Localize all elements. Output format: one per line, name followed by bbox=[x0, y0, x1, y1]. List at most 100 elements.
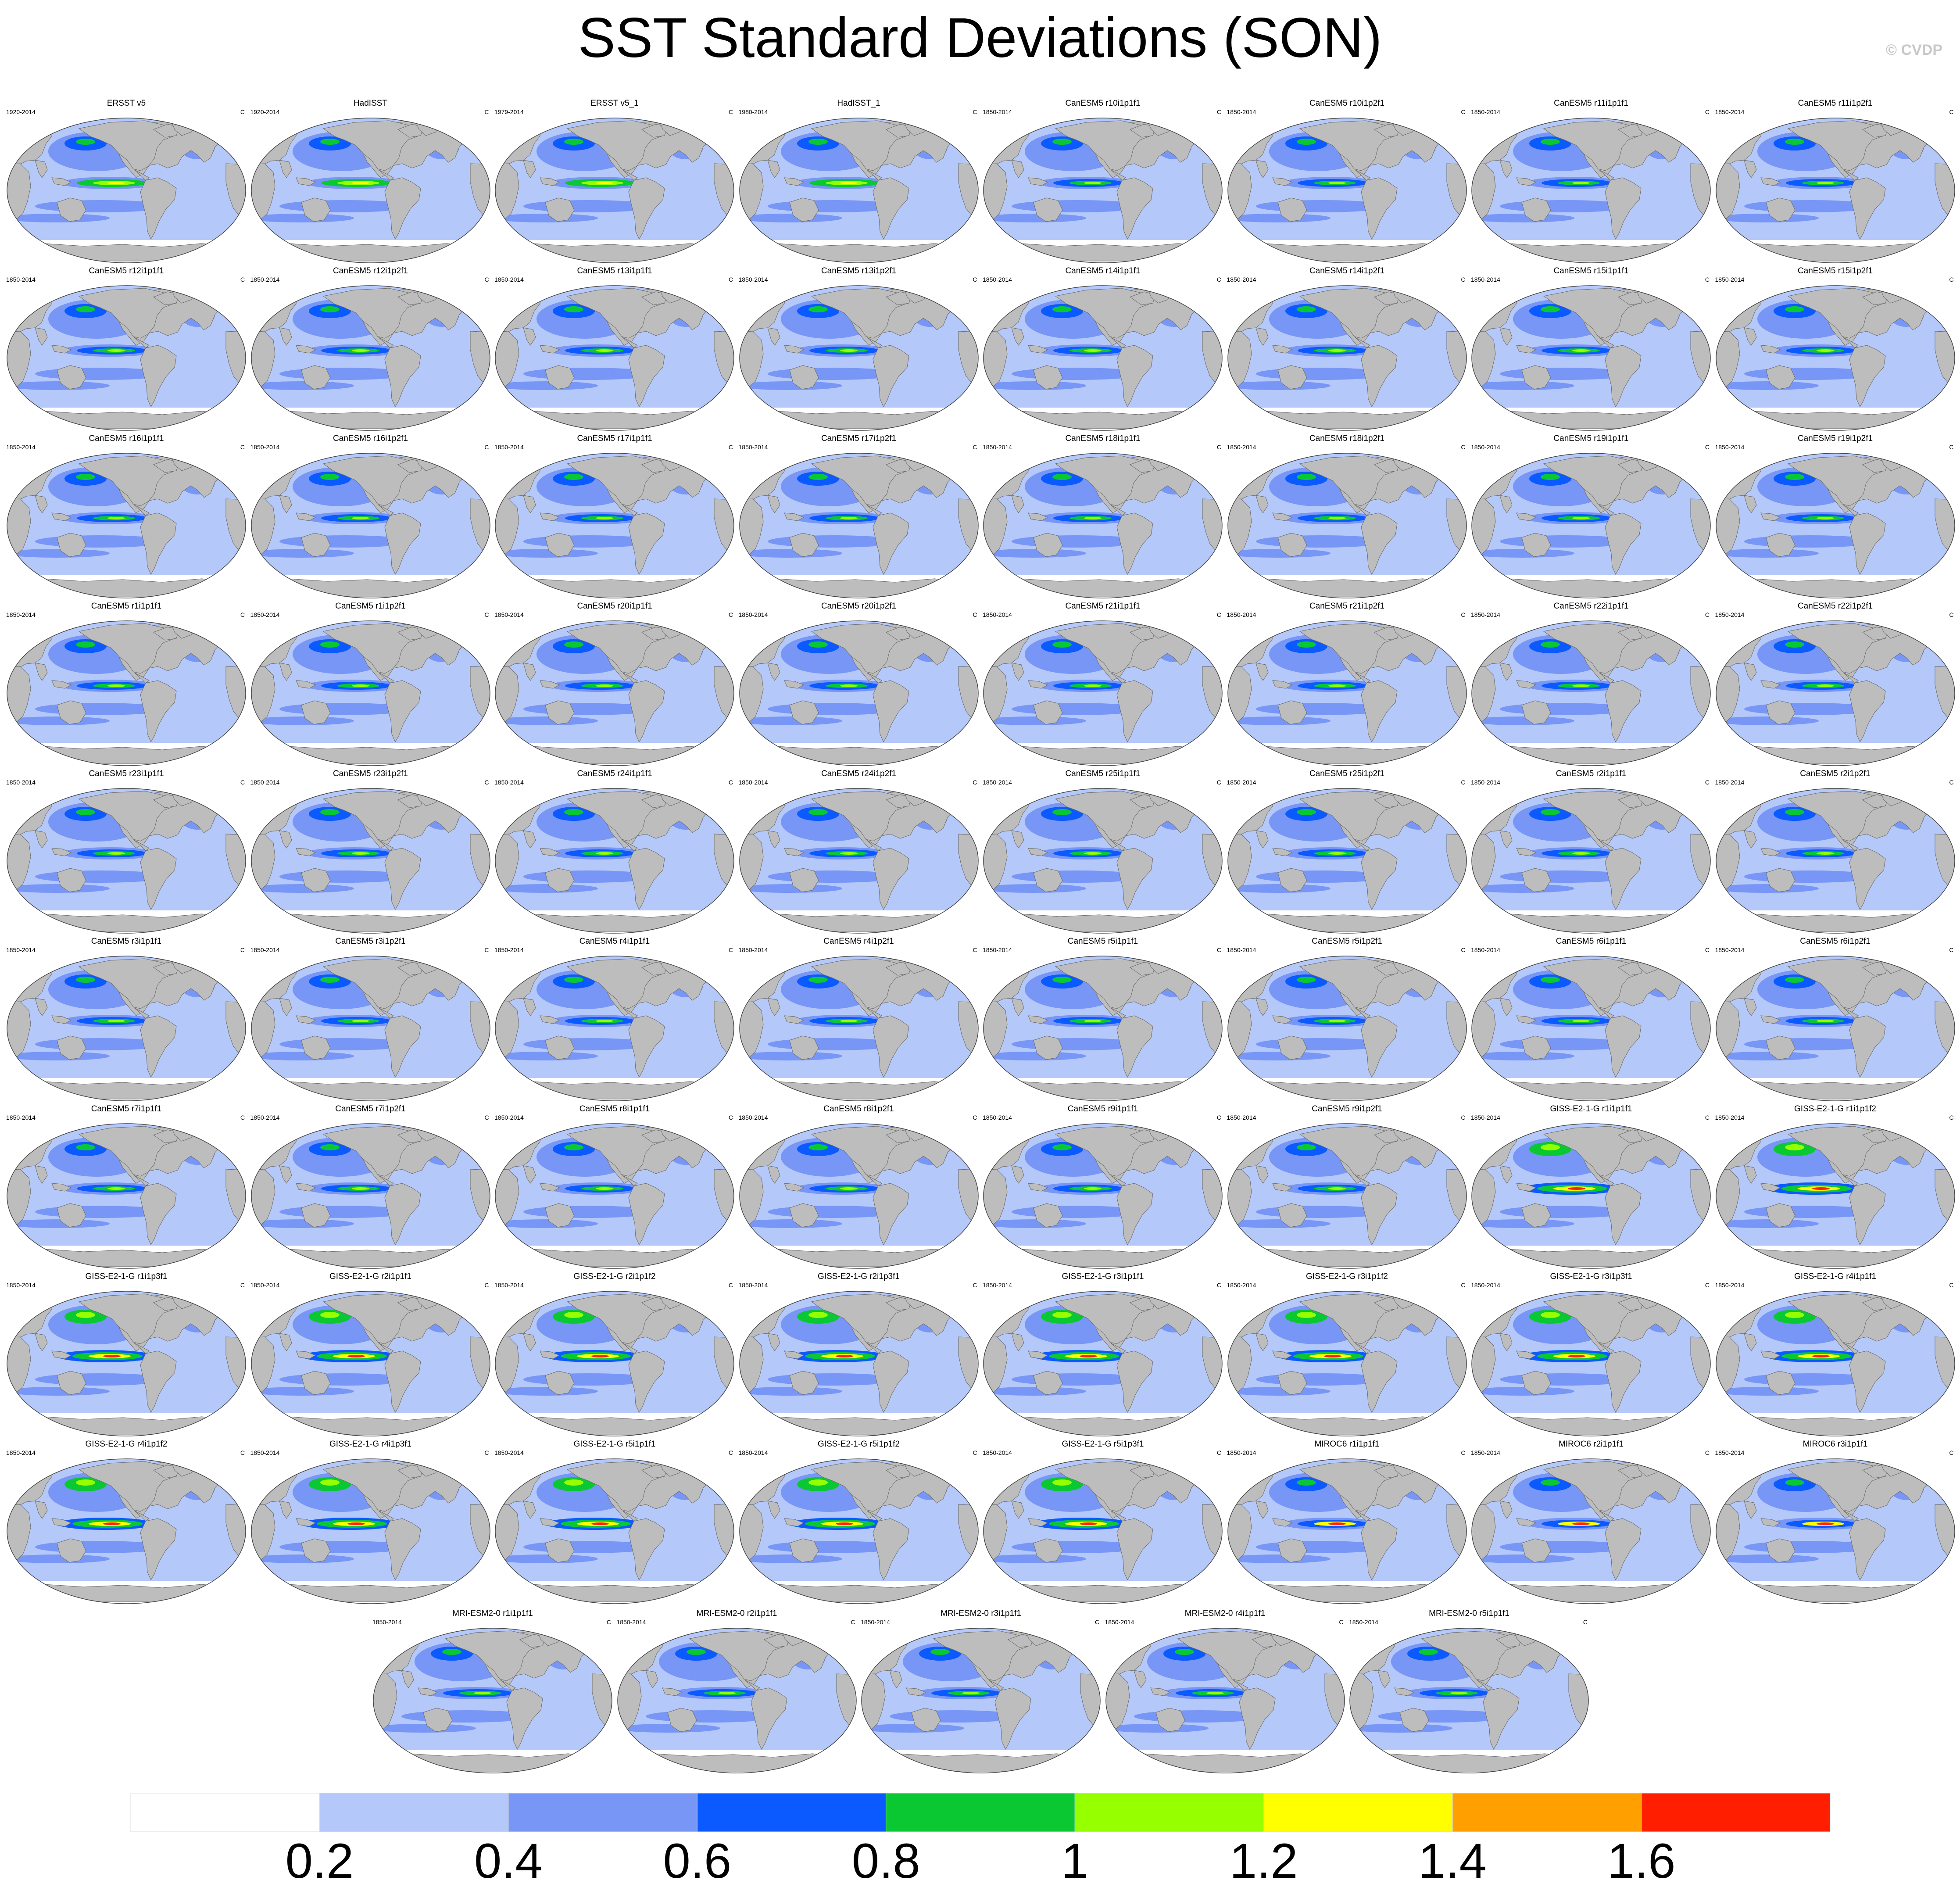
so-band bbox=[983, 884, 1086, 893]
land-mass bbox=[523, 327, 536, 346]
panel-years: 1850-2014 bbox=[494, 276, 524, 283]
land-mass bbox=[1605, 1015, 1642, 1078]
so-band bbox=[1471, 381, 1574, 390]
land-mass bbox=[1471, 1169, 1496, 1227]
globe-outline bbox=[1227, 453, 1467, 598]
land-mass bbox=[251, 1336, 275, 1394]
colorbar-tick-label: 1 bbox=[1061, 1834, 1088, 1888]
so-band bbox=[1471, 214, 1574, 222]
land-mass bbox=[57, 197, 86, 222]
panel-units: C bbox=[1949, 108, 1954, 115]
globe-outline bbox=[983, 620, 1223, 766]
land-mass bbox=[300, 365, 331, 390]
land-mass bbox=[1055, 455, 1150, 506]
map-panel: CanESM5 r21i1p2f1 1850-2014 C bbox=[1225, 600, 1469, 767]
panel-units: C bbox=[484, 611, 489, 618]
panel-years: 1850-2014 bbox=[1471, 1449, 1500, 1456]
land-mass bbox=[861, 1673, 886, 1731]
enso-tongue-core bbox=[347, 1522, 365, 1525]
land-mass bbox=[1521, 700, 1551, 725]
land-mass bbox=[78, 623, 173, 674]
so-band bbox=[617, 1724, 720, 1733]
land-mass bbox=[322, 120, 418, 171]
land-mass bbox=[1716, 1504, 1740, 1562]
land-mass bbox=[279, 160, 292, 178]
map-panel: CanESM5 r11i1p2f1 1850-2014 C bbox=[1713, 97, 1957, 265]
kuroshio-core bbox=[1296, 641, 1316, 648]
panel-units: C bbox=[1216, 108, 1221, 115]
panel-units: C bbox=[240, 779, 245, 786]
land-mass bbox=[140, 848, 177, 910]
land-mass bbox=[1399, 1708, 1429, 1732]
so-band bbox=[983, 1554, 1086, 1563]
land-mass bbox=[251, 331, 275, 389]
enso-tongue-core bbox=[103, 1522, 121, 1525]
land-mass bbox=[1230, 243, 1463, 261]
land-mass bbox=[251, 666, 275, 724]
so-band bbox=[1716, 381, 1819, 390]
land-mass bbox=[322, 1126, 418, 1177]
land-mass bbox=[1849, 1350, 1886, 1413]
kuroshio-core bbox=[808, 641, 828, 648]
globe-outline bbox=[1471, 1291, 1711, 1436]
globe-outline bbox=[1715, 118, 1955, 263]
so-band bbox=[1716, 1554, 1819, 1563]
land-mass bbox=[225, 1169, 246, 1225]
land-mass bbox=[1033, 197, 1063, 222]
land-mass bbox=[1499, 830, 1513, 849]
land-mass bbox=[1272, 177, 1292, 186]
land-mass bbox=[1446, 1336, 1466, 1393]
land-mass bbox=[1272, 512, 1292, 521]
land-mass bbox=[1202, 834, 1223, 890]
land-mass bbox=[1718, 1081, 1951, 1100]
panel-years: 1850-2014 bbox=[6, 779, 36, 786]
panel-years: 1850-2014 bbox=[1715, 108, 1745, 115]
globe-outline bbox=[7, 453, 246, 598]
colorbar-tick-label: 1.6 bbox=[1607, 1834, 1676, 1888]
land-mass bbox=[495, 834, 519, 892]
panel-title: ERSST v5_1 bbox=[590, 99, 639, 108]
globe-outline bbox=[739, 1458, 979, 1604]
enso-tongue-core bbox=[351, 852, 369, 855]
map-panel: CanESM5 r1i1p1f1 1850-2014 C bbox=[4, 600, 248, 767]
land-mass bbox=[986, 1249, 1218, 1267]
panel-units: C bbox=[1461, 779, 1466, 786]
enso-tongue-core bbox=[1812, 1187, 1830, 1190]
land-mass bbox=[986, 578, 1218, 597]
panel-years: 1850-2014 bbox=[6, 1114, 36, 1121]
panel-units: C bbox=[1216, 276, 1221, 283]
kuroshio-core bbox=[564, 641, 583, 648]
land-mass bbox=[1230, 1081, 1463, 1100]
land-mass bbox=[1760, 680, 1781, 689]
land-mass bbox=[78, 1461, 173, 1512]
panel-units: C bbox=[728, 108, 733, 115]
map-panel: CanESM5 r1i1p2f1 1850-2014 C bbox=[249, 600, 493, 767]
land-mass bbox=[322, 958, 418, 1009]
sst-sd-map bbox=[1227, 788, 1467, 934]
land-mass bbox=[1255, 830, 1269, 849]
kuroshio-core bbox=[564, 809, 583, 815]
land-mass bbox=[1499, 495, 1513, 513]
land-mass bbox=[279, 663, 292, 681]
map-panel: ERSST v5 1920-2014 C bbox=[4, 97, 248, 265]
panel-title: MRI-ESM2-0 r5i1p1f1 bbox=[1429, 1609, 1509, 1618]
land-mass bbox=[300, 533, 331, 557]
land-mass bbox=[545, 700, 575, 725]
land-mass bbox=[1690, 1336, 1711, 1393]
enso-tongue-core bbox=[1328, 684, 1346, 687]
panel-title: CanESM5 r24i1p1f1 bbox=[577, 769, 652, 778]
land-mass bbox=[1935, 1001, 1955, 1057]
land-mass bbox=[1055, 120, 1150, 171]
so-band bbox=[739, 549, 842, 558]
land-mass bbox=[1543, 120, 1638, 171]
enso-tongue-core bbox=[1572, 684, 1590, 687]
sst-sd-map bbox=[7, 453, 246, 598]
land-mass bbox=[9, 243, 242, 261]
land-mass bbox=[1760, 512, 1781, 521]
map-panel: GISS-E2-1-G r4i1p3f1 1850-2014 C bbox=[249, 1438, 493, 1605]
land-mass bbox=[1521, 1538, 1551, 1563]
land-mass bbox=[9, 913, 242, 932]
kuroshio-core bbox=[442, 1649, 461, 1655]
land-mass bbox=[140, 512, 177, 575]
map-panel: MRI-ESM2-0 r3i1p1f1 1850-2014 C bbox=[859, 1607, 1103, 1775]
